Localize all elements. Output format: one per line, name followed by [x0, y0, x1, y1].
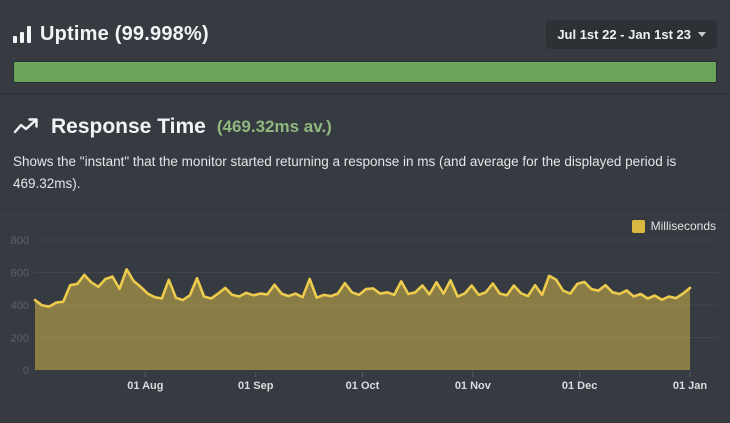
- uptime-status-bar[interactable]: [13, 61, 717, 83]
- x-axis-label-01 Jan: 01 Jan: [673, 380, 708, 392]
- section-divider: [0, 93, 730, 94]
- response-time-chart[interactable]: 0 200 400 600 800 01 Aug 01 Sep 01 Oct 01 Nov 01 …: [0, 210, 730, 395]
- uptime-title-wrap: Uptime (99.998%): [13, 23, 209, 46]
- response-time-description: Shows the "instant" that the monitor sta…: [13, 154, 677, 191]
- x-axis-label-01 Aug: 01 Aug: [127, 380, 163, 392]
- y-axis-label-200: 200: [11, 333, 29, 345]
- uptime-header: Uptime (99.998%) Jul 1st 22 - Jan 1st 23: [0, 0, 730, 61]
- y-axis-label-600: 600: [11, 268, 29, 280]
- y-axis-label-400: 400: [11, 300, 29, 312]
- x-axis-label-01 Oct: 01 Oct: [346, 380, 380, 392]
- date-range-dropdown[interactable]: Jul 1st 22 - Jan 1st 23: [546, 20, 717, 49]
- x-axis-label-01 Nov: 01 Nov: [455, 380, 492, 392]
- response-time-area: [35, 269, 690, 371]
- uptime-title: Uptime (99.998%): [40, 23, 209, 45]
- chevron-down-icon: [698, 32, 706, 37]
- bar-chart-icon: [13, 26, 31, 43]
- response-time-chart-card: Milliseconds 0 200 400 600 800 01 Aug 01 Sep 01…: [0, 209, 730, 395]
- x-axis-label-01 Dec: 01 Dec: [562, 380, 597, 392]
- y-axis-label-800: 800: [11, 235, 29, 247]
- legend-swatch-icon: [631, 219, 645, 233]
- date-range-label: Jul 1st 22 - Jan 1st 23: [557, 27, 691, 42]
- response-time-average: (469.32ms av.): [216, 117, 332, 136]
- x-axis-label-01 Sep: 01 Sep: [238, 380, 274, 392]
- legend-label: Milliseconds: [650, 219, 716, 234]
- response-time-header: Response Time (469.32ms av.): [13, 115, 717, 139]
- response-time-title: Response Time: [51, 115, 206, 138]
- y-axis-label-0: 0: [23, 365, 29, 377]
- chart-legend[interactable]: Milliseconds: [631, 219, 716, 234]
- line-chart-icon: [13, 118, 38, 134]
- response-time-line: [33, 268, 692, 309]
